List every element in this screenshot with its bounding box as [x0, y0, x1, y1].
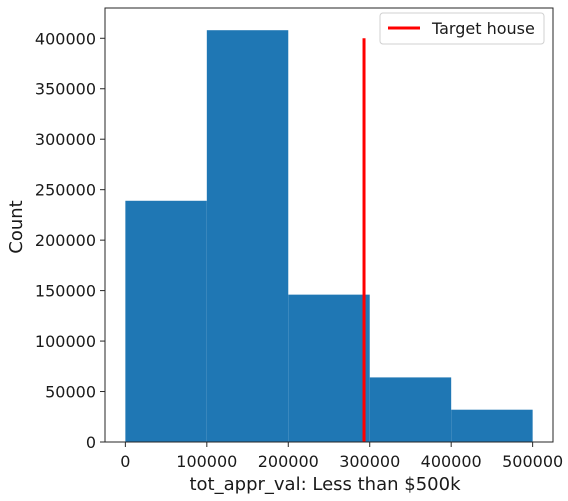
x-tick-label: 400000 — [421, 452, 482, 471]
y-tick-label: 200000 — [35, 231, 96, 250]
histogram-bar — [206, 30, 289, 442]
ticks-layer: 0 100000 200000 300000 400000 500000 0 50000 100… — [35, 29, 563, 471]
axes-layer — [104, 7, 554, 443]
y-tick-label: 300000 — [35, 130, 96, 149]
legend: Target house — [379, 12, 545, 45]
bars-layer — [125, 30, 533, 442]
x-axis-label: tot_appr_val: Less than $500k — [189, 474, 461, 495]
x-tick-label: 100000 — [176, 452, 237, 471]
legend-label: Target house — [431, 19, 535, 38]
x-tick-label: 0 — [120, 452, 130, 471]
y-tick-label: 400000 — [35, 29, 96, 48]
y-tick-label: 350000 — [35, 80, 96, 99]
histogram-bar — [125, 200, 207, 442]
y-tick-label: 50000 — [45, 383, 96, 402]
histogram-bar — [451, 409, 533, 442]
x-tick-label: 500000 — [502, 452, 563, 471]
y-tick-label: 0 — [86, 433, 96, 452]
y-tick-label: 100000 — [35, 332, 96, 351]
plot-frame — [104, 7, 554, 443]
y-tick-label: 250000 — [35, 181, 96, 200]
y-tick-label: 150000 — [35, 282, 96, 301]
y-axis-label: Count — [6, 200, 27, 253]
histogram-bar — [369, 377, 452, 442]
x-tick-label: 200000 — [258, 452, 319, 471]
legend-box — [379, 12, 545, 45]
histogram-bar — [288, 294, 370, 442]
x-tick-label: 300000 — [339, 452, 400, 471]
